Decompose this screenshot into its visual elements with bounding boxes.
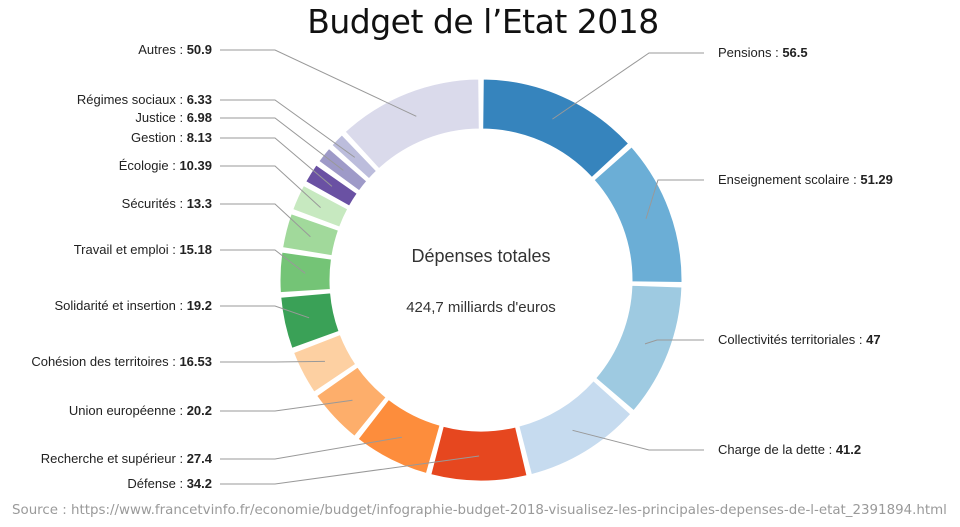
leader-line-3 [572,429,704,451]
slice-2 [595,284,683,412]
labels-layer: Pensions : 56.5 Enseignement scolaire : 5… [31,42,893,491]
slice-8 [280,292,340,350]
leader-line-1 [645,179,704,219]
slice-label-2: Collectivités territoriales : 47 [718,332,881,347]
leader-line-7 [220,360,325,363]
slice-label-1: Enseignement scolaire : 51.29 [718,172,893,187]
slice-3 [518,380,632,476]
slice-4 [430,425,528,482]
slice-9 [279,251,333,294]
leader-line-8 [220,305,310,319]
slice-label-8: Solidarité et insertion : 19.2 [54,298,212,313]
leader-line-13 [220,117,344,171]
slice-label-12: Gestion : 8.13 [131,130,212,145]
leader-line-15 [220,49,417,117]
slice-label-0: Pensions : 56.5 [718,45,808,60]
slices-layer [279,78,683,482]
slice-label-4: Défense : 34.2 [127,476,212,491]
leader-line-5 [220,436,402,460]
slice-5 [357,398,441,475]
leader-line-9 [220,249,306,274]
leader-line-10 [220,203,311,238]
center-value: 424,7 milliards d'euros [406,299,556,316]
slice-0 [482,78,630,179]
leader-line-4 [220,455,480,485]
slice-11 [292,184,349,228]
leader-line-11 [220,165,321,208]
slice-label-5: Recherche et supérieur : 27.4 [41,451,213,466]
slice-label-11: Écologie : 10.39 [119,158,212,173]
leader-line-0 [552,52,704,120]
chart-title: Budget de l’Etat 2018 [307,2,659,41]
slice-7 [292,333,357,393]
slice-label-7: Cohésion des territoires : 16.53 [31,354,212,369]
slice-label-14: Régimes sociaux : 6.33 [77,92,212,107]
leader-lines-layer [220,49,704,485]
source-note: Source : https://www.francetvinfo.fr/eco… [12,503,947,518]
slice-label-15: Autres : 50.9 [138,42,212,57]
slice-label-9: Travail et emploi : 15.18 [74,242,212,257]
leader-line-2 [644,339,704,345]
slice-1 [593,146,683,284]
slice-label-10: Sécurités : 13.3 [122,196,212,211]
slice-15 [344,78,480,170]
center-label: Dépenses totales [411,246,550,266]
slice-label-13: Justice : 6.98 [135,110,212,125]
slice-label-6: Union européenne : 20.2 [69,403,212,418]
leader-line-12 [220,137,333,187]
slice-label-3: Charge de la dette : 41.2 [718,442,861,457]
leader-line-14 [220,99,356,158]
slice-6 [316,366,387,437]
leader-line-6 [220,399,353,412]
